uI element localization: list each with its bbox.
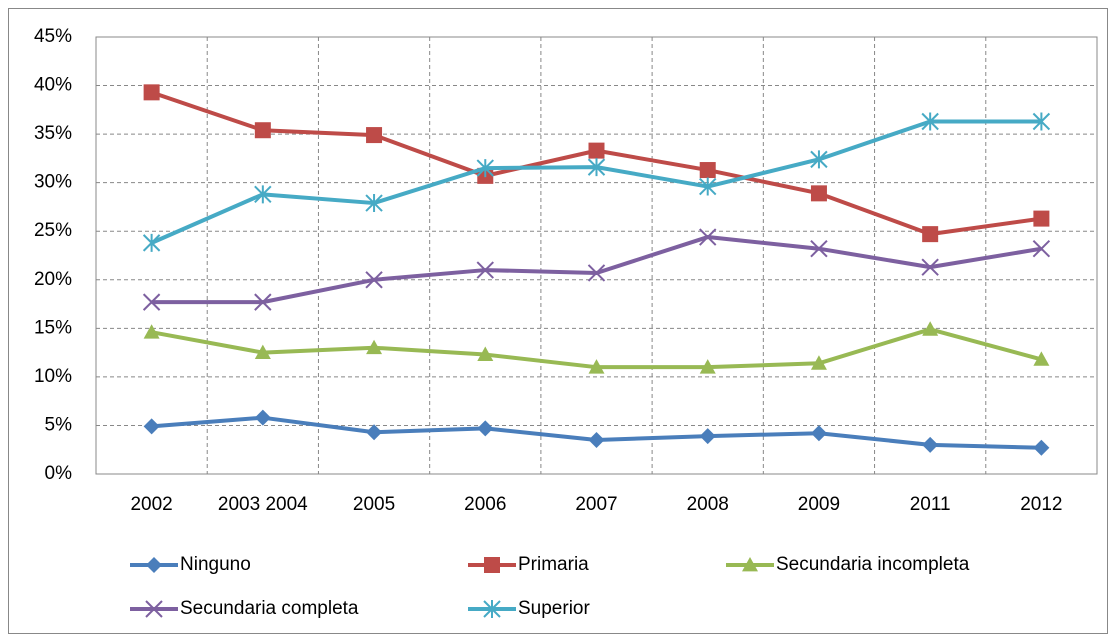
marker xyxy=(365,194,383,213)
marker xyxy=(587,158,606,177)
legend-label: Secundaria completa xyxy=(180,598,359,619)
y-tick-label: 5% xyxy=(45,414,73,435)
marker xyxy=(699,428,716,445)
marker xyxy=(1032,239,1051,258)
x-tick-label: 2012 xyxy=(1020,494,1062,515)
marker xyxy=(810,150,828,169)
legend-label: Superior xyxy=(518,598,590,619)
marker xyxy=(742,557,758,572)
x-tick-label: 2007 xyxy=(575,494,617,515)
marker xyxy=(143,324,160,339)
marker xyxy=(1033,351,1050,366)
marker xyxy=(254,185,272,204)
marker xyxy=(921,112,939,131)
marker xyxy=(142,293,161,311)
marker xyxy=(699,359,716,374)
marker xyxy=(143,84,160,101)
x-tick-label: 2008 xyxy=(687,494,729,515)
marker xyxy=(588,359,605,374)
marker xyxy=(366,127,383,144)
y-tick-label: 15% xyxy=(34,317,72,338)
marker xyxy=(588,142,605,159)
legend-label: Secundaria incompleta xyxy=(776,554,970,575)
marker xyxy=(587,264,606,282)
legend-label: Ninguno xyxy=(180,554,251,575)
marker xyxy=(477,420,494,437)
marker xyxy=(254,293,272,311)
marker xyxy=(699,177,717,196)
marker xyxy=(699,162,716,179)
y-tick-label: 0% xyxy=(45,463,73,484)
marker xyxy=(921,258,939,276)
marker xyxy=(1033,439,1050,456)
marker xyxy=(810,185,827,202)
marker xyxy=(146,557,162,573)
x-tick-label: 2009 xyxy=(798,494,840,515)
marker xyxy=(366,424,383,441)
marker xyxy=(810,425,827,442)
marker xyxy=(477,346,494,361)
y-tick-label: 45% xyxy=(34,26,72,47)
y-tick-label: 35% xyxy=(34,123,72,144)
marker xyxy=(1032,112,1051,131)
legend-label: Primaria xyxy=(518,554,589,575)
marker xyxy=(254,409,271,426)
marker xyxy=(476,159,494,178)
x-tick-label: 2011 xyxy=(910,494,951,515)
y-tick-label: 20% xyxy=(34,269,72,290)
marker xyxy=(254,122,271,139)
marker xyxy=(699,228,717,246)
marker xyxy=(145,600,163,618)
marker xyxy=(142,233,161,252)
x-tick-label: 2003 2004 xyxy=(218,494,308,515)
marker xyxy=(588,432,605,449)
marker xyxy=(143,418,160,435)
marker xyxy=(1033,210,1050,227)
marker xyxy=(483,600,501,618)
x-tick-label: 2002 xyxy=(130,494,172,515)
x-tick-label: 2006 xyxy=(464,494,506,515)
marker xyxy=(922,436,939,453)
x-tick-label: 2005 xyxy=(353,494,395,515)
marker xyxy=(366,339,383,355)
chart-frame xyxy=(8,8,1108,634)
marker xyxy=(810,239,828,258)
y-tick-label: 40% xyxy=(34,75,72,96)
plot-border xyxy=(95,36,1098,475)
marker xyxy=(922,226,939,243)
marker xyxy=(810,355,827,370)
marker xyxy=(365,271,383,289)
y-tick-label: 30% xyxy=(34,172,72,193)
marker xyxy=(484,557,500,573)
marker xyxy=(254,344,271,360)
marker xyxy=(476,261,494,279)
y-tick-label: 10% xyxy=(34,366,72,387)
marker xyxy=(922,321,939,336)
y-tick-label: 25% xyxy=(34,220,72,241)
